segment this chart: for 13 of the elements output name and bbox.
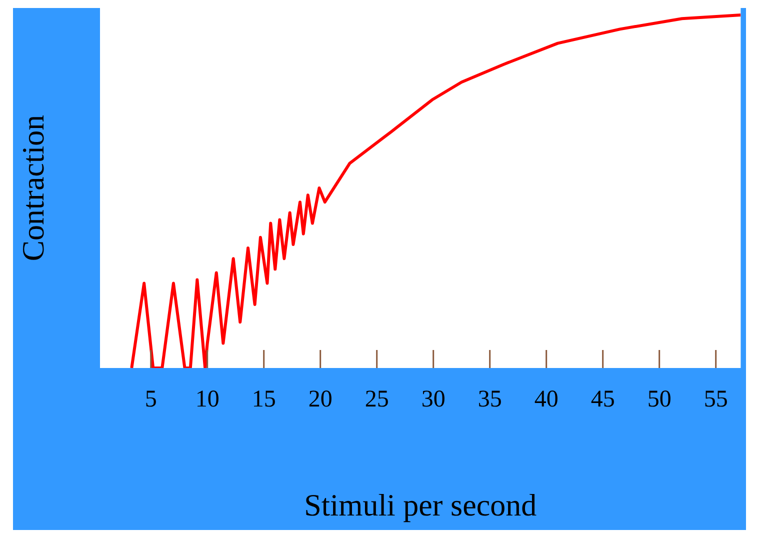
x-axis-title: Stimuli per second: [304, 488, 538, 523]
x-tick-label: 25: [364, 386, 389, 413]
x-tick-label: 5: [144, 386, 157, 413]
y-axis-title: Contraction: [16, 114, 51, 262]
x-tick-label: 10: [195, 386, 220, 413]
x-tick-label: 30: [421, 386, 446, 413]
x-tick-label: 35: [478, 386, 502, 413]
x-tick-label: 45: [590, 386, 615, 413]
x-tick-label: 15: [252, 386, 276, 413]
x-tick-label: 55: [704, 386, 728, 413]
x-tick-label: 20: [308, 386, 332, 413]
x-tick-label: 50: [647, 386, 672, 413]
x-tick-label: 40: [534, 386, 558, 413]
